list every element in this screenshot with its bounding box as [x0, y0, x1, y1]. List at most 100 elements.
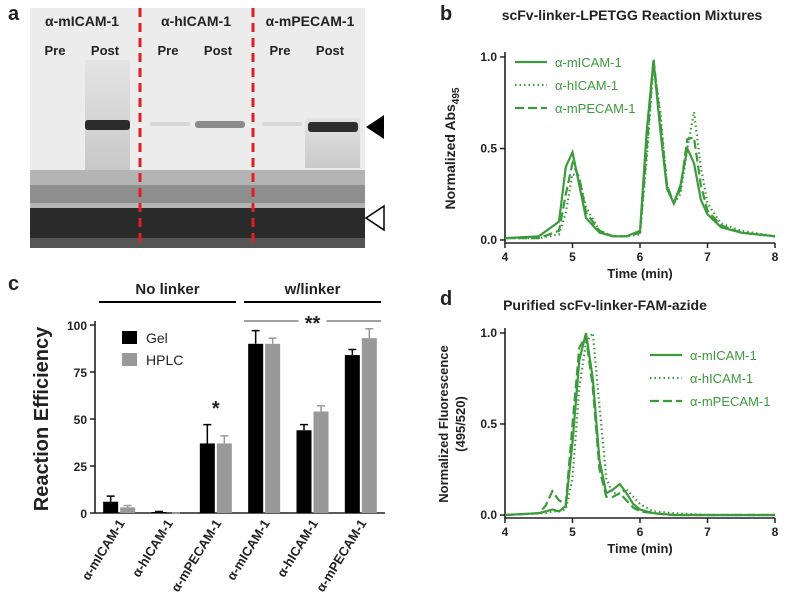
x-tick-label: α-mICAM-1: [79, 517, 128, 583]
y-tick-label: 0.5: [480, 417, 497, 431]
y-axis-label: (495/520): [453, 396, 468, 452]
x-tick-label: 4: [502, 250, 509, 264]
error-bar: [106, 495, 115, 502]
gel-smear: [85, 60, 130, 170]
series-line: [505, 64, 776, 240]
substrate-arrow: [364, 204, 385, 232]
panel-letter: a: [8, 3, 20, 25]
bar: [296, 430, 312, 513]
error-bar: [251, 329, 260, 344]
bar: [103, 501, 119, 513]
x-tick-label: α-mICAM-1: [224, 517, 273, 583]
error-bar: [155, 510, 163, 513]
panel-letter: c: [8, 273, 19, 295]
x-tick-label: 8: [772, 250, 779, 264]
bar: [120, 507, 136, 513]
lane-label: Pre: [270, 43, 291, 58]
bar: [216, 443, 232, 513]
panel-letter: b: [440, 3, 452, 25]
y-tick-label: 1.0: [480, 326, 497, 340]
x-tick-label: 4: [502, 525, 509, 539]
series-line: [504, 330, 775, 517]
y-tick-label: 100: [67, 319, 87, 333]
bar: [344, 355, 360, 513]
bar: [313, 411, 329, 513]
significance-mark: **: [305, 313, 321, 335]
antibody-label: α-mPECAM-1: [266, 13, 355, 29]
lane-label: Post: [204, 43, 233, 58]
gel-band: [308, 122, 358, 132]
x-axis-label: Time (min): [607, 541, 673, 556]
axis-line: [504, 52, 775, 244]
error-bar: [203, 423, 212, 444]
y-tick-label: 75: [74, 366, 88, 380]
legend-swatch: [122, 331, 137, 344]
antibody-label: α-mICAM-1: [45, 13, 119, 29]
series-line: [504, 60, 776, 240]
lane-label: Pre: [158, 43, 179, 58]
x-tick-label: α-mPECAM-1: [313, 517, 369, 595]
antibody-label: α-hICAM-1: [161, 13, 231, 29]
x-tick-label: 5: [569, 250, 576, 264]
bar: [361, 338, 377, 513]
y-axis-label-text: Normalized Abs: [442, 104, 458, 209]
x-tick-label: 8: [772, 525, 779, 539]
x-tick-label: α-hICAM-1: [274, 517, 321, 580]
x-tick-label: 7: [704, 250, 711, 264]
legend-label: α-hICAM-1: [555, 78, 618, 93]
axis-line: [94, 321, 385, 514]
y-tick-label: 25: [74, 460, 88, 474]
series-line: [504, 333, 775, 517]
gel-band: [150, 122, 190, 126]
y-tick-label: 1.0: [480, 50, 497, 64]
x-tick-label: 7: [704, 525, 711, 539]
significance-mark: *: [212, 398, 220, 420]
error-bar: [123, 504, 132, 508]
group-label: w/linker: [284, 281, 341, 298]
panel-letter: d: [440, 288, 452, 310]
gel-band: [30, 238, 365, 248]
x-tick-label: α-mPECAM-1: [168, 517, 224, 595]
error-bar: [220, 435, 229, 444]
legend-label: α-mICAM-1: [690, 348, 757, 363]
error-bar: [300, 423, 308, 431]
y-axis-label: Normalized Fluorescence: [436, 345, 451, 503]
y-tick-label: 0.0: [480, 233, 497, 247]
y-axis-label-sub: 495: [451, 87, 462, 104]
group-label: No linker: [135, 281, 199, 298]
gel-band: [195, 121, 245, 128]
product-arrow: [366, 115, 384, 139]
gel-band: [30, 185, 365, 203]
legend-label: α-hICAM-1: [690, 371, 753, 386]
lane-label: Pre: [45, 43, 66, 58]
y-tick-label: 50: [74, 413, 88, 427]
lane-label: Post: [316, 43, 345, 58]
legend-label: α-mPECAM-1: [555, 101, 635, 116]
y-axis-label: Reaction Efficiency: [31, 326, 53, 511]
x-tick-label: 5: [569, 525, 576, 539]
bar: [199, 443, 215, 513]
x-tick-label: 6: [637, 525, 644, 539]
legend-label: HPLC: [146, 352, 183, 368]
error-bar: [365, 328, 374, 339]
legend-label: α-mPECAM-1: [690, 394, 770, 409]
error-bar: [348, 348, 357, 356]
y-tick-label: 0: [80, 507, 87, 521]
chart-title: Purified scFv-linker-FAM-azide: [503, 297, 707, 313]
error-bar: [317, 405, 325, 412]
chart-title: scFv-linker-LPETGG Reaction Mixtures: [502, 7, 763, 23]
legend-swatch: [122, 353, 137, 366]
x-tick-label: α-hICAM-1: [129, 517, 176, 580]
gel-panel: a α-mICAM-1 α-hICAM-1 α-mPECAM-1 Pre Pos…: [8, 3, 385, 248]
gel-band: [262, 122, 302, 126]
error-bar: [268, 337, 277, 344]
gel-band: [85, 120, 130, 130]
y-tick-label: 0.0: [480, 508, 497, 522]
x-tick-label: 6: [637, 250, 644, 264]
y-tick-label: 0.5: [480, 142, 497, 156]
x-axis-label: Time (min): [607, 266, 673, 281]
lane-label: Post: [91, 43, 120, 58]
bar: [248, 343, 264, 513]
bar: [265, 343, 281, 513]
